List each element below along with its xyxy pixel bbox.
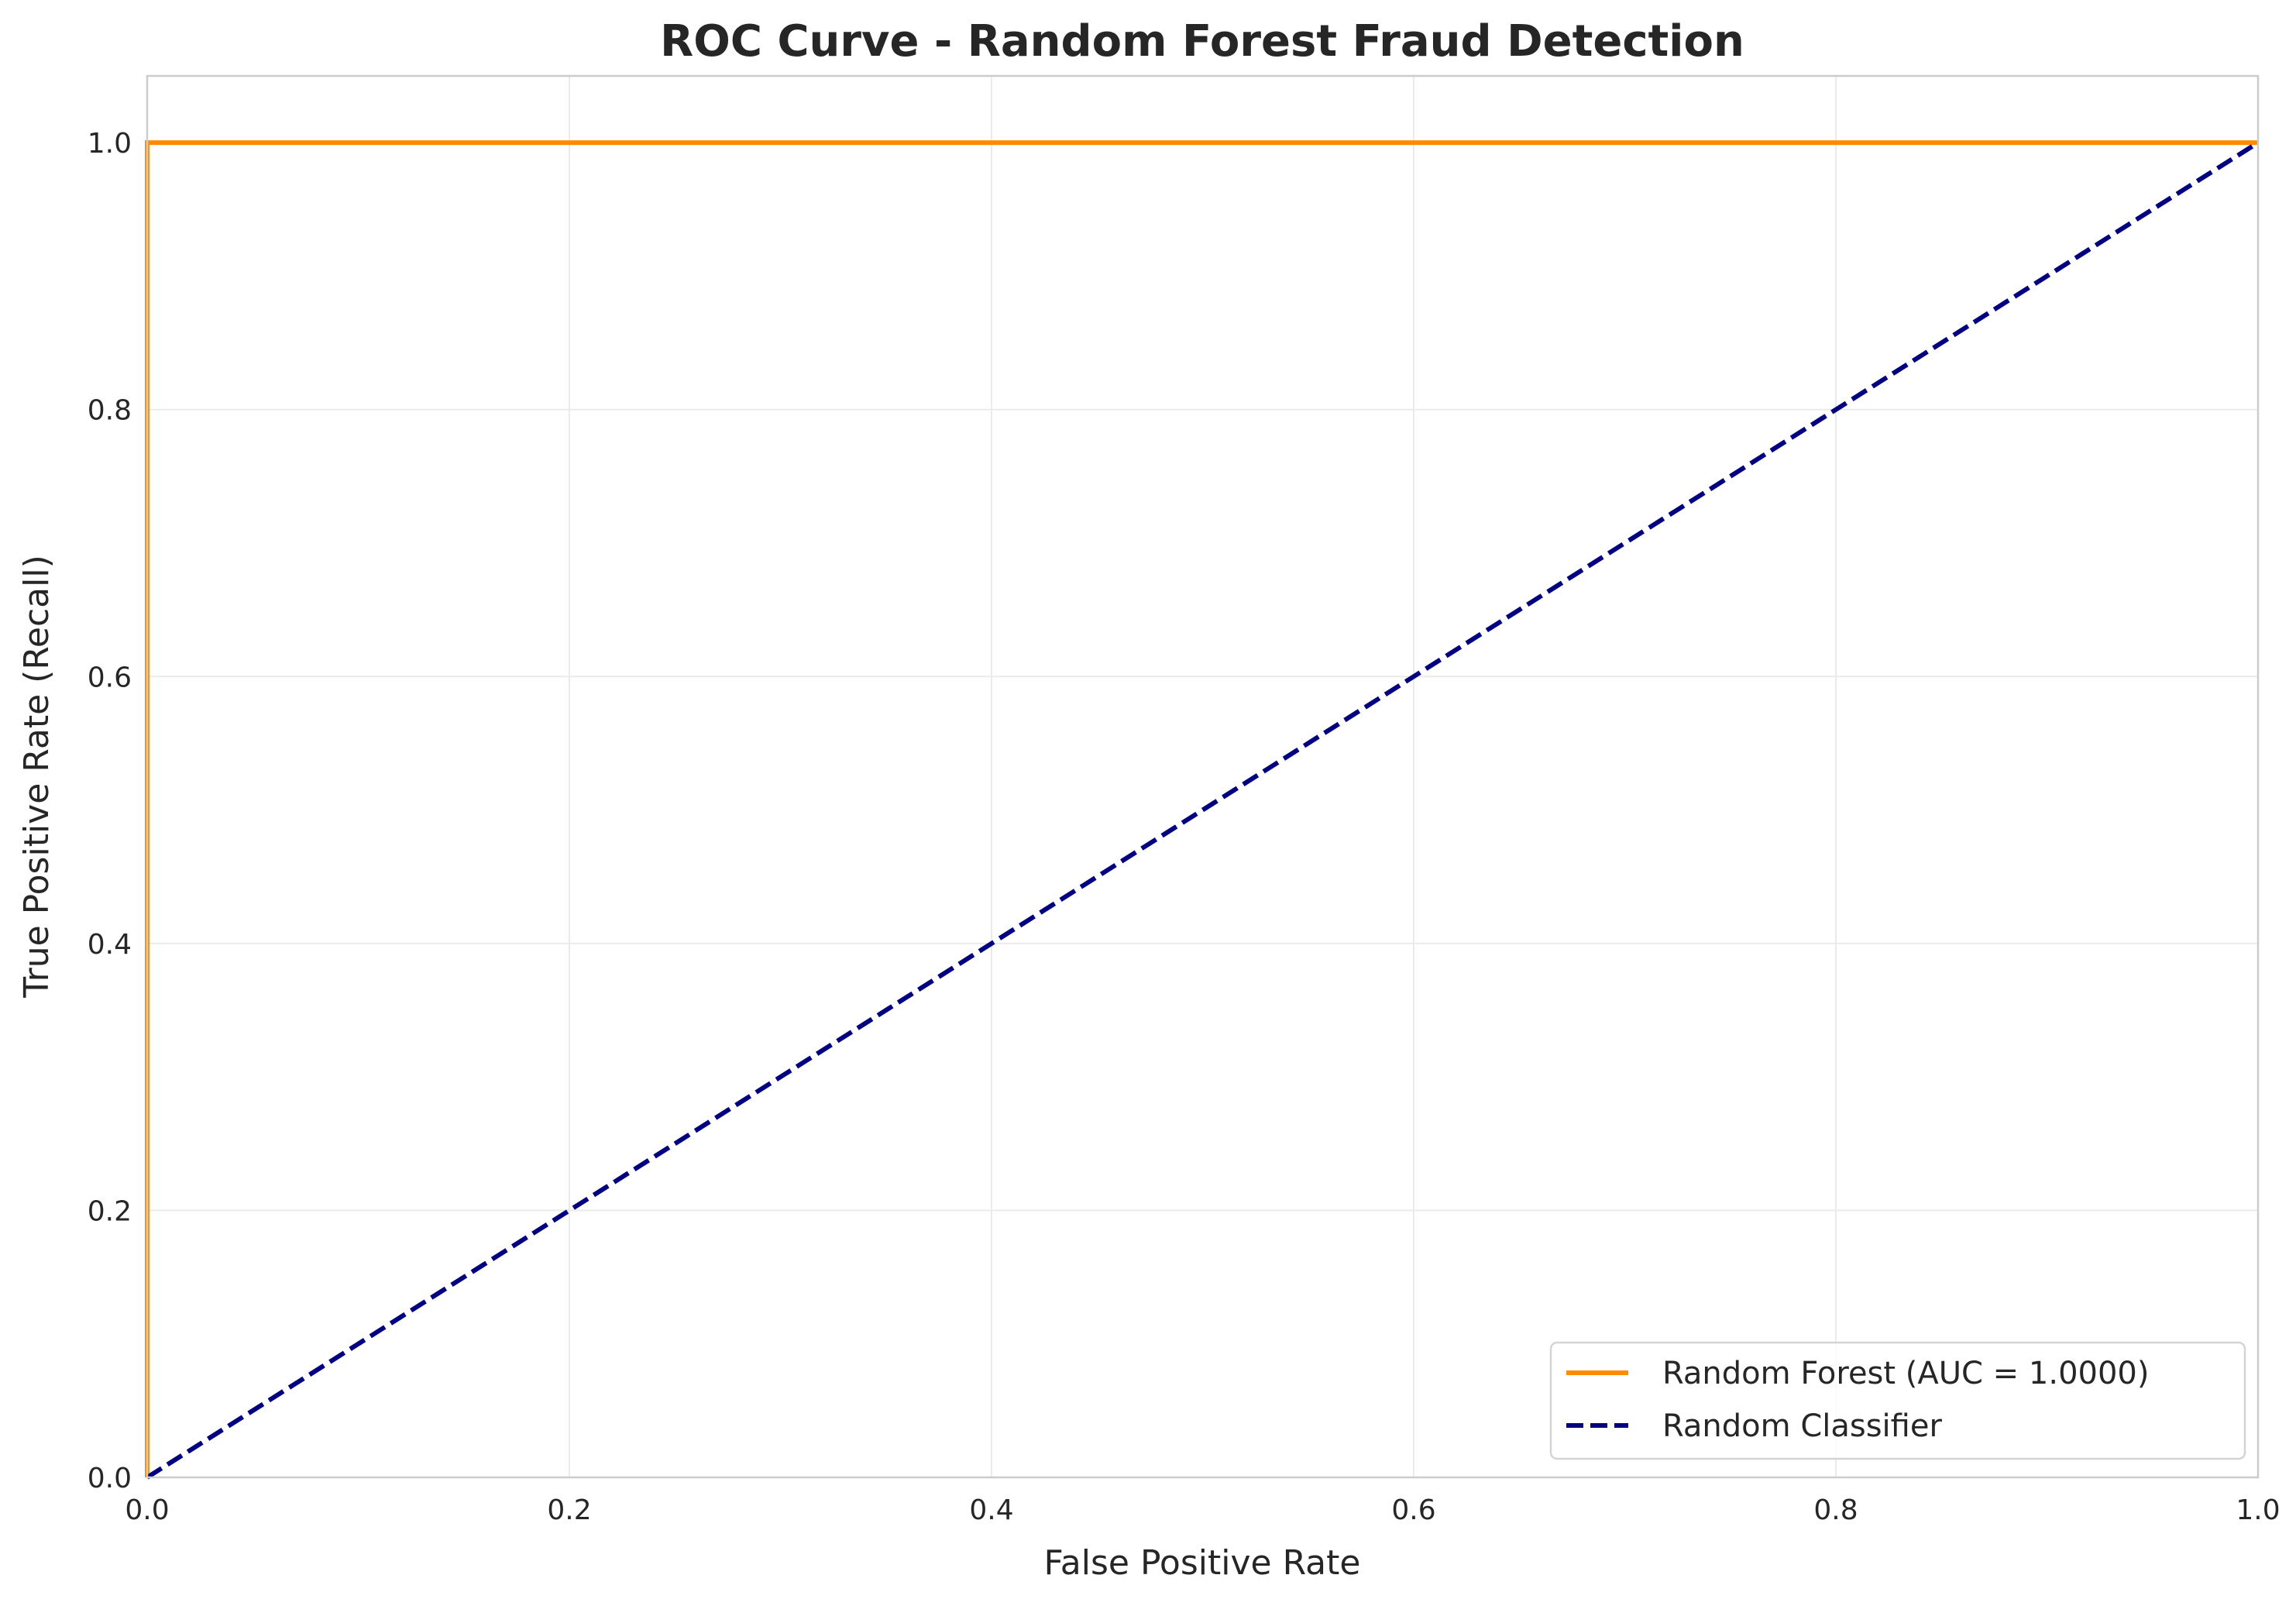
x-tick-label: 0.8 [1813,1494,1858,1526]
legend-label-random-forest: Random Forest (AUC = 1.0000) [1662,1356,2149,1391]
y-axis-label: True Positive Rate (Recall) [17,555,57,999]
x-tick-label: 0.2 [547,1494,591,1526]
grid [146,76,2259,1478]
legend-label-random-classifier: Random Classifier [1662,1408,1942,1444]
y-tick-label: 0.2 [88,1195,132,1227]
y-axis-ticks: 0.0 0.2 0.4 0.6 0.8 1.0 [88,128,132,1494]
chart-title: ROC Curve - Random Forest Fraud Detectio… [660,16,1744,67]
x-axis-label: False Positive Rate [1044,1543,1361,1583]
y-tick-label: 0.6 [88,662,132,693]
plot-frame [146,74,2260,1479]
y-tick-label: 0.8 [88,395,132,427]
x-tick-label: 0.0 [125,1494,169,1526]
x-tick-label: 0.6 [1391,1494,1435,1526]
y-tick-label: 1.0 [88,128,132,160]
series-line-random-classifier [146,140,2260,1480]
x-tick-label: 1.0 [2236,1494,2280,1526]
x-axis-ticks: 0.0 0.2 0.4 0.6 0.8 1.0 [125,1494,2280,1526]
y-tick-label: 0.0 [88,1463,132,1494]
x-tick-label: 0.4 [969,1494,1013,1526]
legend-box [1549,1341,2246,1460]
legend: Random Forest (AUC = 1.0000) Random Clas… [1549,1341,2246,1460]
y-tick-label: 0.4 [88,929,132,961]
